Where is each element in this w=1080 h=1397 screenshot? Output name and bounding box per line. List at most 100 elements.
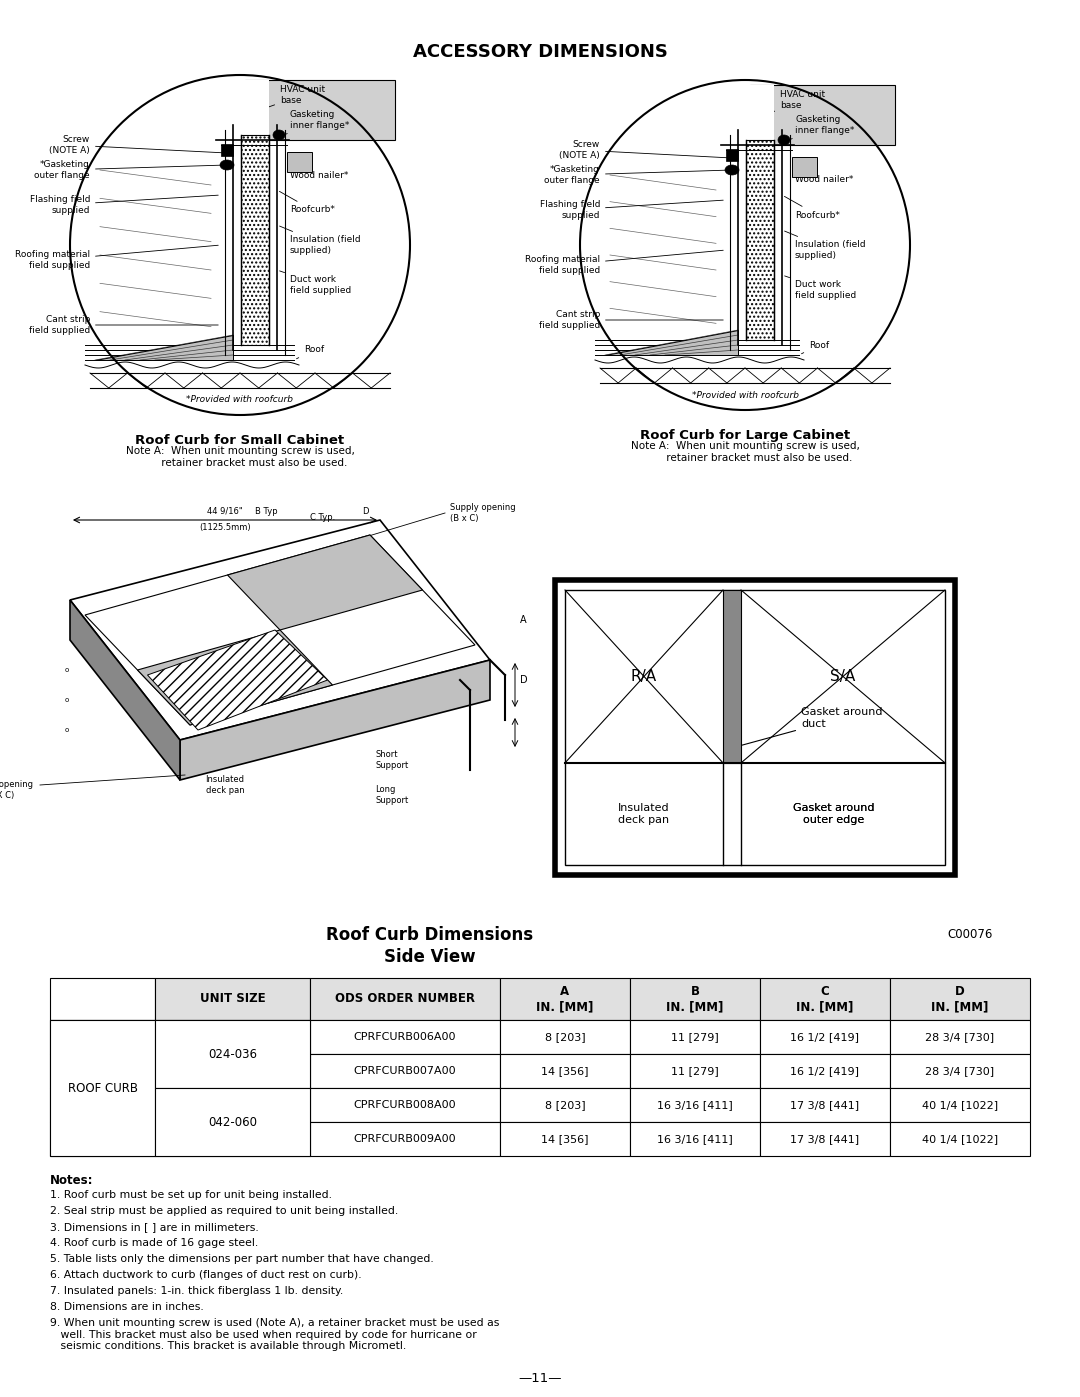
Text: 8 [203]: 8 [203]: [544, 1032, 585, 1042]
Text: HVAC unit
base: HVAC unit base: [768, 91, 825, 115]
Text: Wood nailer*: Wood nailer*: [289, 163, 349, 179]
FancyBboxPatch shape: [760, 1020, 890, 1053]
FancyBboxPatch shape: [50, 978, 156, 1020]
Text: 7. Insulated panels: 1-in. thick fiberglass 1 lb. density.: 7. Insulated panels: 1-in. thick fibergl…: [50, 1287, 343, 1296]
Text: Gasket around
duct: Gasket around duct: [735, 707, 882, 747]
Polygon shape: [148, 630, 327, 731]
Text: HVAC unit
base: HVAC unit base: [262, 85, 325, 109]
Ellipse shape: [220, 161, 234, 170]
Text: D: D: [519, 675, 528, 685]
Text: Roofing material
field supplied: Roofing material field supplied: [525, 250, 724, 275]
Text: 024-036: 024-036: [208, 1048, 257, 1060]
FancyBboxPatch shape: [630, 1053, 760, 1088]
Text: Short
Support: Short Support: [375, 750, 408, 770]
Text: 042-060: 042-060: [208, 1115, 257, 1129]
FancyBboxPatch shape: [500, 1020, 630, 1053]
Text: 16 1/2 [419]: 16 1/2 [419]: [791, 1066, 860, 1076]
Polygon shape: [70, 599, 180, 780]
Text: Note A:  When unit mounting screw is used,
         retainer bracket must also b: Note A: When unit mounting screw is used…: [125, 446, 354, 468]
Ellipse shape: [725, 165, 739, 175]
Text: S/A: S/A: [831, 669, 855, 685]
FancyBboxPatch shape: [760, 1122, 890, 1155]
Text: Duct work
field supplied: Duct work field supplied: [785, 275, 856, 300]
FancyBboxPatch shape: [746, 85, 774, 149]
Text: C Typ.: C Typ.: [310, 514, 335, 522]
Text: Note A:  When unit mounting screw is used,
         retainer bracket must also b: Note A: When unit mounting screw is used…: [631, 441, 860, 462]
Text: 6. Attach ductwork to curb (flanges of duct rest on curb).: 6. Attach ductwork to curb (flanges of d…: [50, 1270, 362, 1280]
Text: o: o: [65, 666, 69, 673]
Text: Duct work
field supplied: Duct work field supplied: [280, 271, 351, 295]
Text: CPRFCURB008A00: CPRFCURB008A00: [353, 1099, 457, 1111]
FancyBboxPatch shape: [630, 1122, 760, 1155]
FancyBboxPatch shape: [50, 1088, 156, 1122]
Text: 1. Roof curb must be set up for unit being installed.: 1. Roof curb must be set up for unit bei…: [50, 1190, 332, 1200]
FancyBboxPatch shape: [555, 580, 955, 875]
Text: A: A: [519, 615, 527, 624]
Text: 2. Seal strip must be applied as required to unit being installed.: 2. Seal strip must be applied as require…: [50, 1206, 399, 1215]
FancyBboxPatch shape: [500, 1122, 630, 1155]
FancyBboxPatch shape: [890, 1020, 1030, 1053]
Text: Cant strip
field supplied: Cant strip field supplied: [29, 316, 218, 335]
FancyBboxPatch shape: [890, 1088, 1030, 1122]
Text: ROOF CURB: ROOF CURB: [67, 1081, 137, 1094]
Text: Gasket around
outer edge: Gasket around outer edge: [793, 803, 875, 824]
Text: 40 1/4 [1022]: 40 1/4 [1022]: [922, 1099, 998, 1111]
Text: CPRFCURB006A00: CPRFCURB006A00: [354, 1032, 456, 1042]
FancyBboxPatch shape: [630, 978, 760, 1020]
Text: —11—: —11—: [518, 1372, 562, 1384]
Text: Screw
(NOTE A): Screw (NOTE A): [559, 140, 729, 159]
Text: 16 3/16 [411]: 16 3/16 [411]: [657, 1099, 733, 1111]
Text: Insulation (field
supplied): Insulation (field supplied): [280, 226, 361, 254]
Text: 8 [203]: 8 [203]: [544, 1099, 585, 1111]
FancyBboxPatch shape: [500, 978, 630, 1020]
FancyBboxPatch shape: [760, 1088, 890, 1122]
Text: Roof Curb for Large Cabinet: Roof Curb for Large Cabinet: [640, 429, 850, 441]
Polygon shape: [228, 535, 422, 630]
Text: Insulated
deck pan: Insulated deck pan: [205, 775, 244, 795]
Text: 17 3/8 [441]: 17 3/8 [441]: [791, 1134, 860, 1144]
FancyBboxPatch shape: [50, 1053, 156, 1088]
Text: Roofcurb*: Roofcurb*: [784, 197, 840, 219]
Text: 28 3/4 [730]: 28 3/4 [730]: [926, 1066, 995, 1076]
Text: Screw
(NOTE A): Screw (NOTE A): [50, 136, 225, 155]
Text: o: o: [65, 726, 69, 733]
FancyBboxPatch shape: [750, 85, 895, 145]
Text: Roofing material
field supplied: Roofing material field supplied: [15, 246, 218, 270]
Text: B
IN. [MM]: B IN. [MM]: [666, 985, 724, 1013]
Text: (B x C): (B x C): [450, 514, 478, 522]
Text: 3. Dimensions in [ ] are in millimeters.: 3. Dimensions in [ ] are in millimeters.: [50, 1222, 259, 1232]
FancyBboxPatch shape: [310, 1088, 500, 1122]
Text: 8. Dimensions are in inches.: 8. Dimensions are in inches.: [50, 1302, 204, 1312]
Text: 14 [356]: 14 [356]: [541, 1134, 589, 1144]
Text: Side View: Side View: [384, 949, 476, 965]
Text: *Gasketing
outer flange: *Gasketing outer flange: [35, 161, 225, 180]
FancyBboxPatch shape: [310, 1053, 500, 1088]
Text: Notes:: Notes:: [50, 1173, 94, 1187]
Text: R/A: R/A: [631, 669, 657, 685]
Text: Supply opening: Supply opening: [450, 503, 515, 513]
Text: C
IN. [MM]: C IN. [MM]: [796, 985, 853, 1013]
Text: 16 1/2 [419]: 16 1/2 [419]: [791, 1032, 860, 1042]
FancyBboxPatch shape: [50, 1020, 156, 1155]
Text: Gasket around
outer edge: Gasket around outer edge: [793, 803, 875, 824]
FancyBboxPatch shape: [156, 1020, 310, 1088]
FancyBboxPatch shape: [726, 149, 738, 161]
Text: B Typ: B Typ: [255, 507, 278, 517]
FancyBboxPatch shape: [760, 978, 890, 1020]
Text: D: D: [362, 507, 368, 517]
FancyBboxPatch shape: [156, 978, 310, 1020]
Text: Flashing field
supplied: Flashing field supplied: [29, 196, 218, 215]
Text: Roof: Roof: [297, 345, 324, 359]
Text: 5. Table lists only the dimensions per part number that have changed.: 5. Table lists only the dimensions per p…: [50, 1255, 434, 1264]
Text: C00076: C00076: [947, 929, 993, 942]
Text: Return opening
(B X C): Return opening (B X C): [0, 781, 32, 799]
FancyBboxPatch shape: [890, 1053, 1030, 1088]
Text: UNIT SIZE: UNIT SIZE: [200, 992, 266, 1006]
Text: 17 3/8 [441]: 17 3/8 [441]: [791, 1099, 860, 1111]
Polygon shape: [137, 630, 333, 725]
FancyBboxPatch shape: [310, 978, 500, 1020]
FancyBboxPatch shape: [156, 1053, 310, 1088]
Text: ODS ORDER NUMBER: ODS ORDER NUMBER: [335, 992, 475, 1006]
FancyBboxPatch shape: [241, 80, 269, 145]
FancyBboxPatch shape: [156, 1088, 310, 1122]
